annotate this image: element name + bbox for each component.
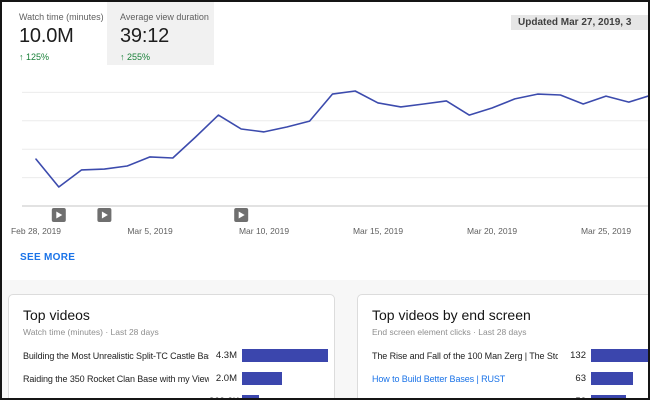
up-arrow-icon: ↑ xyxy=(120,52,125,62)
top-videos-card: Top videos Watch time (minutes) · Last 2… xyxy=(8,294,335,399)
video-bar xyxy=(242,349,328,362)
metric-change-value: 255% xyxy=(127,52,151,62)
metric-label: Watch time (minutes) xyxy=(19,12,104,22)
video-row[interactable]: The Rise and Fall of the 100 Man Zerg | … xyxy=(358,344,648,367)
x-axis-tick-label: Mar 20, 2019 xyxy=(467,226,517,236)
video-title: Raiding the 350 Rocket Clan Base with my… xyxy=(23,373,209,384)
video-rows: The Rise and Fall of the 100 Man Zerg | … xyxy=(358,344,648,399)
video-metric-value: 2.0M xyxy=(215,373,237,384)
video-row[interactable]: The Rise and Fall of the 100 Man Zerg | … xyxy=(9,390,334,399)
x-axis-tick-label: Feb 28, 2019 xyxy=(11,226,61,236)
card-subtitle: Watch time (minutes) · Last 28 days xyxy=(23,327,159,337)
up-arrow-icon: ↑ xyxy=(19,52,24,62)
see-more-link[interactable]: SEE MORE xyxy=(20,252,76,263)
video-metric-value: 869.2K xyxy=(209,396,239,398)
card-title: Top videos xyxy=(23,307,90,323)
metric-label: Average view duration xyxy=(120,12,209,22)
x-axis-tick-label: Mar 15, 2019 xyxy=(353,226,403,236)
video-metric-value: 52 xyxy=(558,396,586,398)
video-row[interactable]: Raiding the 350 Rocket Clan Base with my… xyxy=(9,367,334,390)
card-title: Top videos by end screen xyxy=(372,307,531,323)
video-bar xyxy=(591,372,633,385)
video-bar-track xyxy=(591,372,648,385)
video-title: Building the Most Unrealistic Split-TC C… xyxy=(23,350,209,361)
watch-time-line-series xyxy=(35,90,648,188)
video-title: 350+ Rockets and 5 Days of Upkeep on a C… xyxy=(372,397,558,399)
top-videos-by-end-screen-card: Top videos by end screen End screen elem… xyxy=(357,294,648,399)
video-title: The Rise and Fall of the 100 Man Zerg | … xyxy=(372,350,558,361)
play-icon xyxy=(56,211,63,219)
video-bar xyxy=(591,395,626,398)
video-metric-value: 4.3M xyxy=(215,350,237,361)
report-cards-section: Top videos Watch time (minutes) · Last 2… xyxy=(2,280,648,398)
video-title: The Rise and Fall of the 100 Man Zerg | … xyxy=(23,397,209,399)
metric-change: ↑ 255% xyxy=(120,52,214,62)
play-icon xyxy=(101,211,108,219)
updated-timestamp-chip: Updated Mar 27, 2019, 3 xyxy=(511,15,648,30)
x-axis-tick-label: Mar 10, 2019 xyxy=(239,226,289,236)
video-title: How to Build Better Bases | RUST xyxy=(372,373,506,384)
video-row[interactable]: How to Build Better Bases | RUST 63 xyxy=(358,367,648,390)
video-bar-track xyxy=(242,372,328,385)
video-bar xyxy=(242,372,282,385)
video-row[interactable]: Building the Most Unrealistic Split-TC C… xyxy=(9,344,334,367)
watch-time-chart-card: Watch time (minutes) 10.0M ↑ 125% Averag… xyxy=(2,2,648,281)
video-rows: Building the Most Unrealistic Split-TC C… xyxy=(9,344,334,399)
video-bar-track xyxy=(242,349,328,362)
metric-tab-watch-time[interactable]: Watch time (minutes) 10.0M ↑ 125% xyxy=(2,2,107,65)
video-bar xyxy=(242,395,260,398)
video-bar-track xyxy=(591,349,648,362)
metric-change: ↑ 125% xyxy=(19,52,107,62)
card-subtitle: End screen element clicks · Last 28 days xyxy=(372,327,527,337)
video-bar-track xyxy=(242,395,328,398)
x-axis-tick-label: Mar 5, 2019 xyxy=(127,226,173,236)
video-metric-value: 132 xyxy=(570,350,586,361)
play-icon xyxy=(238,211,245,219)
watch-time-trend-chart[interactable]: Feb 28, 2019 Mar 5, 2019 Mar 10, 2019 Mar 1… xyxy=(2,62,650,242)
video-row[interactable]: 350+ Rockets and 5 Days of Upkeep on a C… xyxy=(358,390,648,399)
video-bar xyxy=(591,349,648,362)
x-axis-tick-label: Mar 25, 2019 xyxy=(581,226,631,236)
video-metric-value: 63 xyxy=(575,373,586,384)
metric-change-value: 125% xyxy=(26,52,50,62)
metric-value: 39:12 xyxy=(120,25,170,47)
metric-value: 10.0M xyxy=(19,25,74,47)
metric-tab-average-view-duration[interactable]: Average view duration 39:12 ↑ 255% xyxy=(107,2,214,65)
video-bar-track xyxy=(591,395,648,398)
